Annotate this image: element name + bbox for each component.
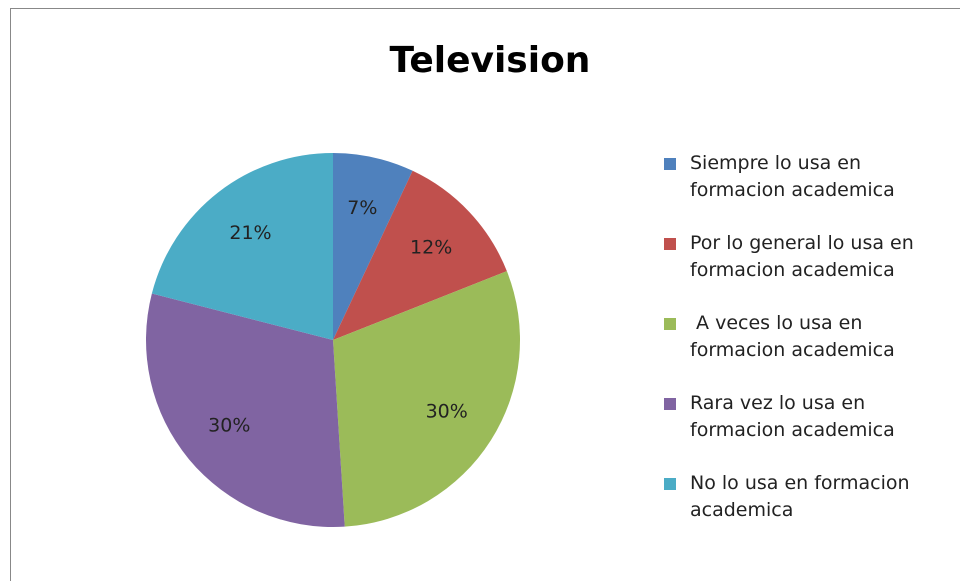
legend-swatch [664, 398, 676, 410]
legend-label: Rara vez lo usa en formacion academica [690, 392, 895, 441]
pie-slice [333, 170, 507, 340]
legend-label: Por lo general lo usa en formacion acade… [690, 232, 920, 281]
chart-border [10, 8, 960, 581]
data-label: 7% [347, 197, 377, 219]
legend-swatch [664, 478, 676, 490]
legend-entry: Rara vez lo usa en formacion academica [664, 390, 954, 444]
legend-entry: No lo usa en formacion academica [664, 470, 954, 524]
legend-entry: Siempre lo usa en formacion academica [664, 150, 954, 204]
legend: Siempre lo usa en formacion academica Por… [664, 150, 954, 550]
pie-slice [333, 153, 413, 340]
chart-title: Television [390, 40, 591, 81]
data-label: 30% [426, 401, 468, 423]
legend-swatch [664, 158, 676, 170]
data-label: 21% [229, 222, 271, 244]
data-label: 30% [208, 414, 250, 436]
pie-slice [151, 153, 333, 340]
pie-slice [333, 271, 520, 527]
legend-label: No lo usa en formacion academica [690, 472, 916, 521]
legend-swatch [664, 238, 676, 250]
legend-entry: Por lo general lo usa en formacion acade… [664, 230, 954, 284]
legend-label: Siempre lo usa en formacion academica [690, 152, 895, 201]
data-label: 12% [410, 236, 452, 258]
pie-slice [146, 293, 345, 527]
legend-label: A veces lo usa en formacion academica [690, 312, 895, 361]
legend-entry: A veces lo usa en formacion academica [664, 310, 954, 364]
legend-swatch [664, 318, 676, 330]
